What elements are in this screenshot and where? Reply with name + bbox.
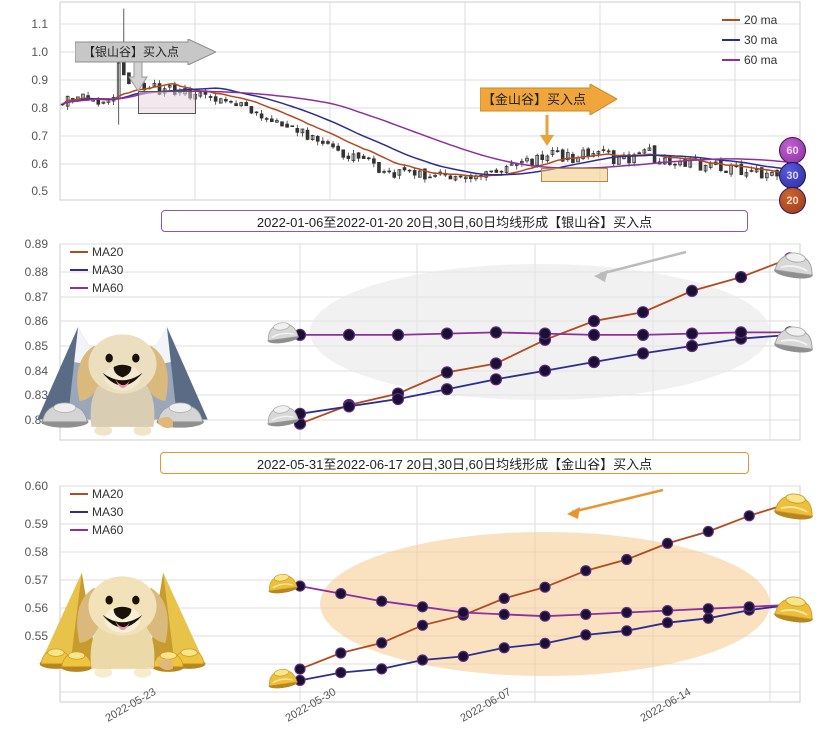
svg-text:0.7: 0.7 xyxy=(31,129,48,143)
svg-text:0.6: 0.6 xyxy=(31,157,48,171)
svg-text:【金山谷】买入点: 【金山谷】买入点 xyxy=(482,92,586,107)
svg-text:0.88: 0.88 xyxy=(25,265,49,279)
svg-text:MA30: MA30 xyxy=(92,505,124,519)
svg-text:0.9: 0.9 xyxy=(31,73,48,87)
svg-text:MA30: MA30 xyxy=(92,263,124,277)
svg-text:30 ma: 30 ma xyxy=(744,33,778,47)
svg-text:【银山谷】买入点: 【银山谷】买入点 xyxy=(83,45,179,59)
svg-text:MA20: MA20 xyxy=(92,487,124,501)
svg-text:1.0: 1.0 xyxy=(31,45,48,59)
svg-text:0.60: 0.60 xyxy=(25,479,49,493)
svg-text:0.8: 0.8 xyxy=(31,101,48,115)
svg-text:60 ma: 60 ma xyxy=(744,53,778,67)
svg-text:0.89: 0.89 xyxy=(25,237,49,251)
svg-text:0.5: 0.5 xyxy=(31,184,48,198)
svg-text:0.59: 0.59 xyxy=(25,517,49,531)
svg-text:1.1: 1.1 xyxy=(31,17,48,31)
svg-text:MA20: MA20 xyxy=(92,245,124,259)
svg-text:20 ma: 20 ma xyxy=(744,13,778,27)
